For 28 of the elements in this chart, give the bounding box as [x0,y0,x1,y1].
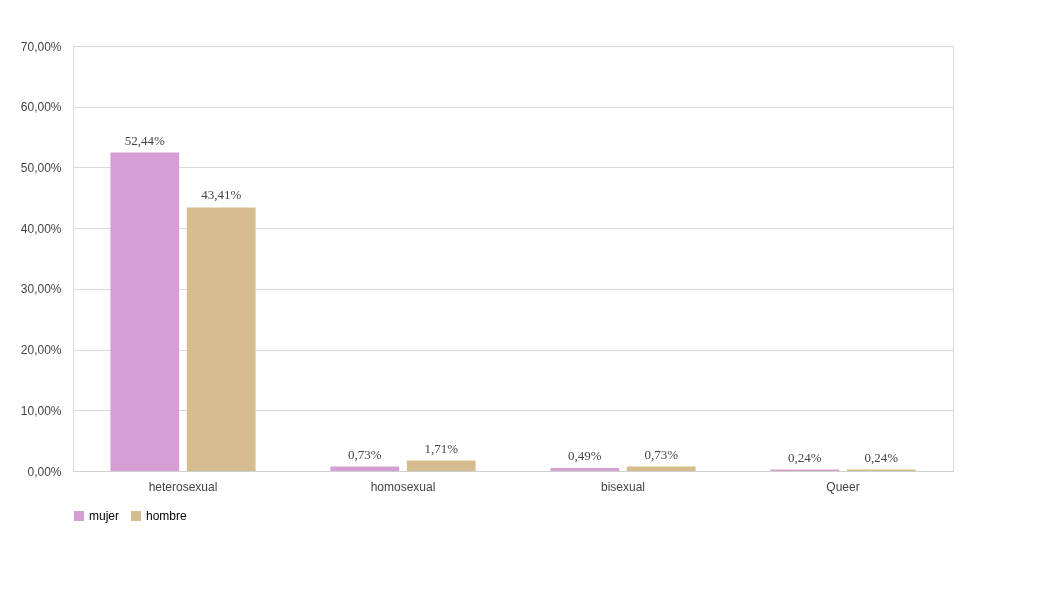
data-label: 43,41% [201,187,242,203]
data-label: 0,24% [864,449,899,465]
x-tick-label: heterosexual [148,479,218,494]
y-tick-label: 10,00% [20,403,62,418]
data-label: 0,49% [567,448,602,464]
bar [330,466,400,471]
bar [406,460,476,471]
data-label: 52,44% [124,132,165,148]
data-label: 0,73% [347,446,382,462]
bar [550,468,620,471]
bar [110,152,180,471]
y-tick-label: 60,00% [20,100,62,115]
x-tick-label: bisexual [600,479,646,494]
data-label: 1,71% [424,440,459,456]
y-tick-label: 20,00% [20,343,62,358]
bar [626,466,696,471]
legend-label: hombre [146,509,188,523]
x-tick-label: homosexual [370,479,436,494]
x-tick-label: Queer [826,479,860,494]
y-tick-label: 0,00% [27,464,62,479]
data-label: 0,24% [787,449,822,465]
y-tick-label: 50,00% [20,160,62,175]
y-tick-label: 40,00% [20,221,62,236]
y-tick-label: 70,00% [20,39,62,54]
legend-label: mujer [89,509,120,523]
data-label: 0,73% [644,446,679,462]
y-tick-label: 30,00% [20,282,62,297]
bar [186,207,256,471]
